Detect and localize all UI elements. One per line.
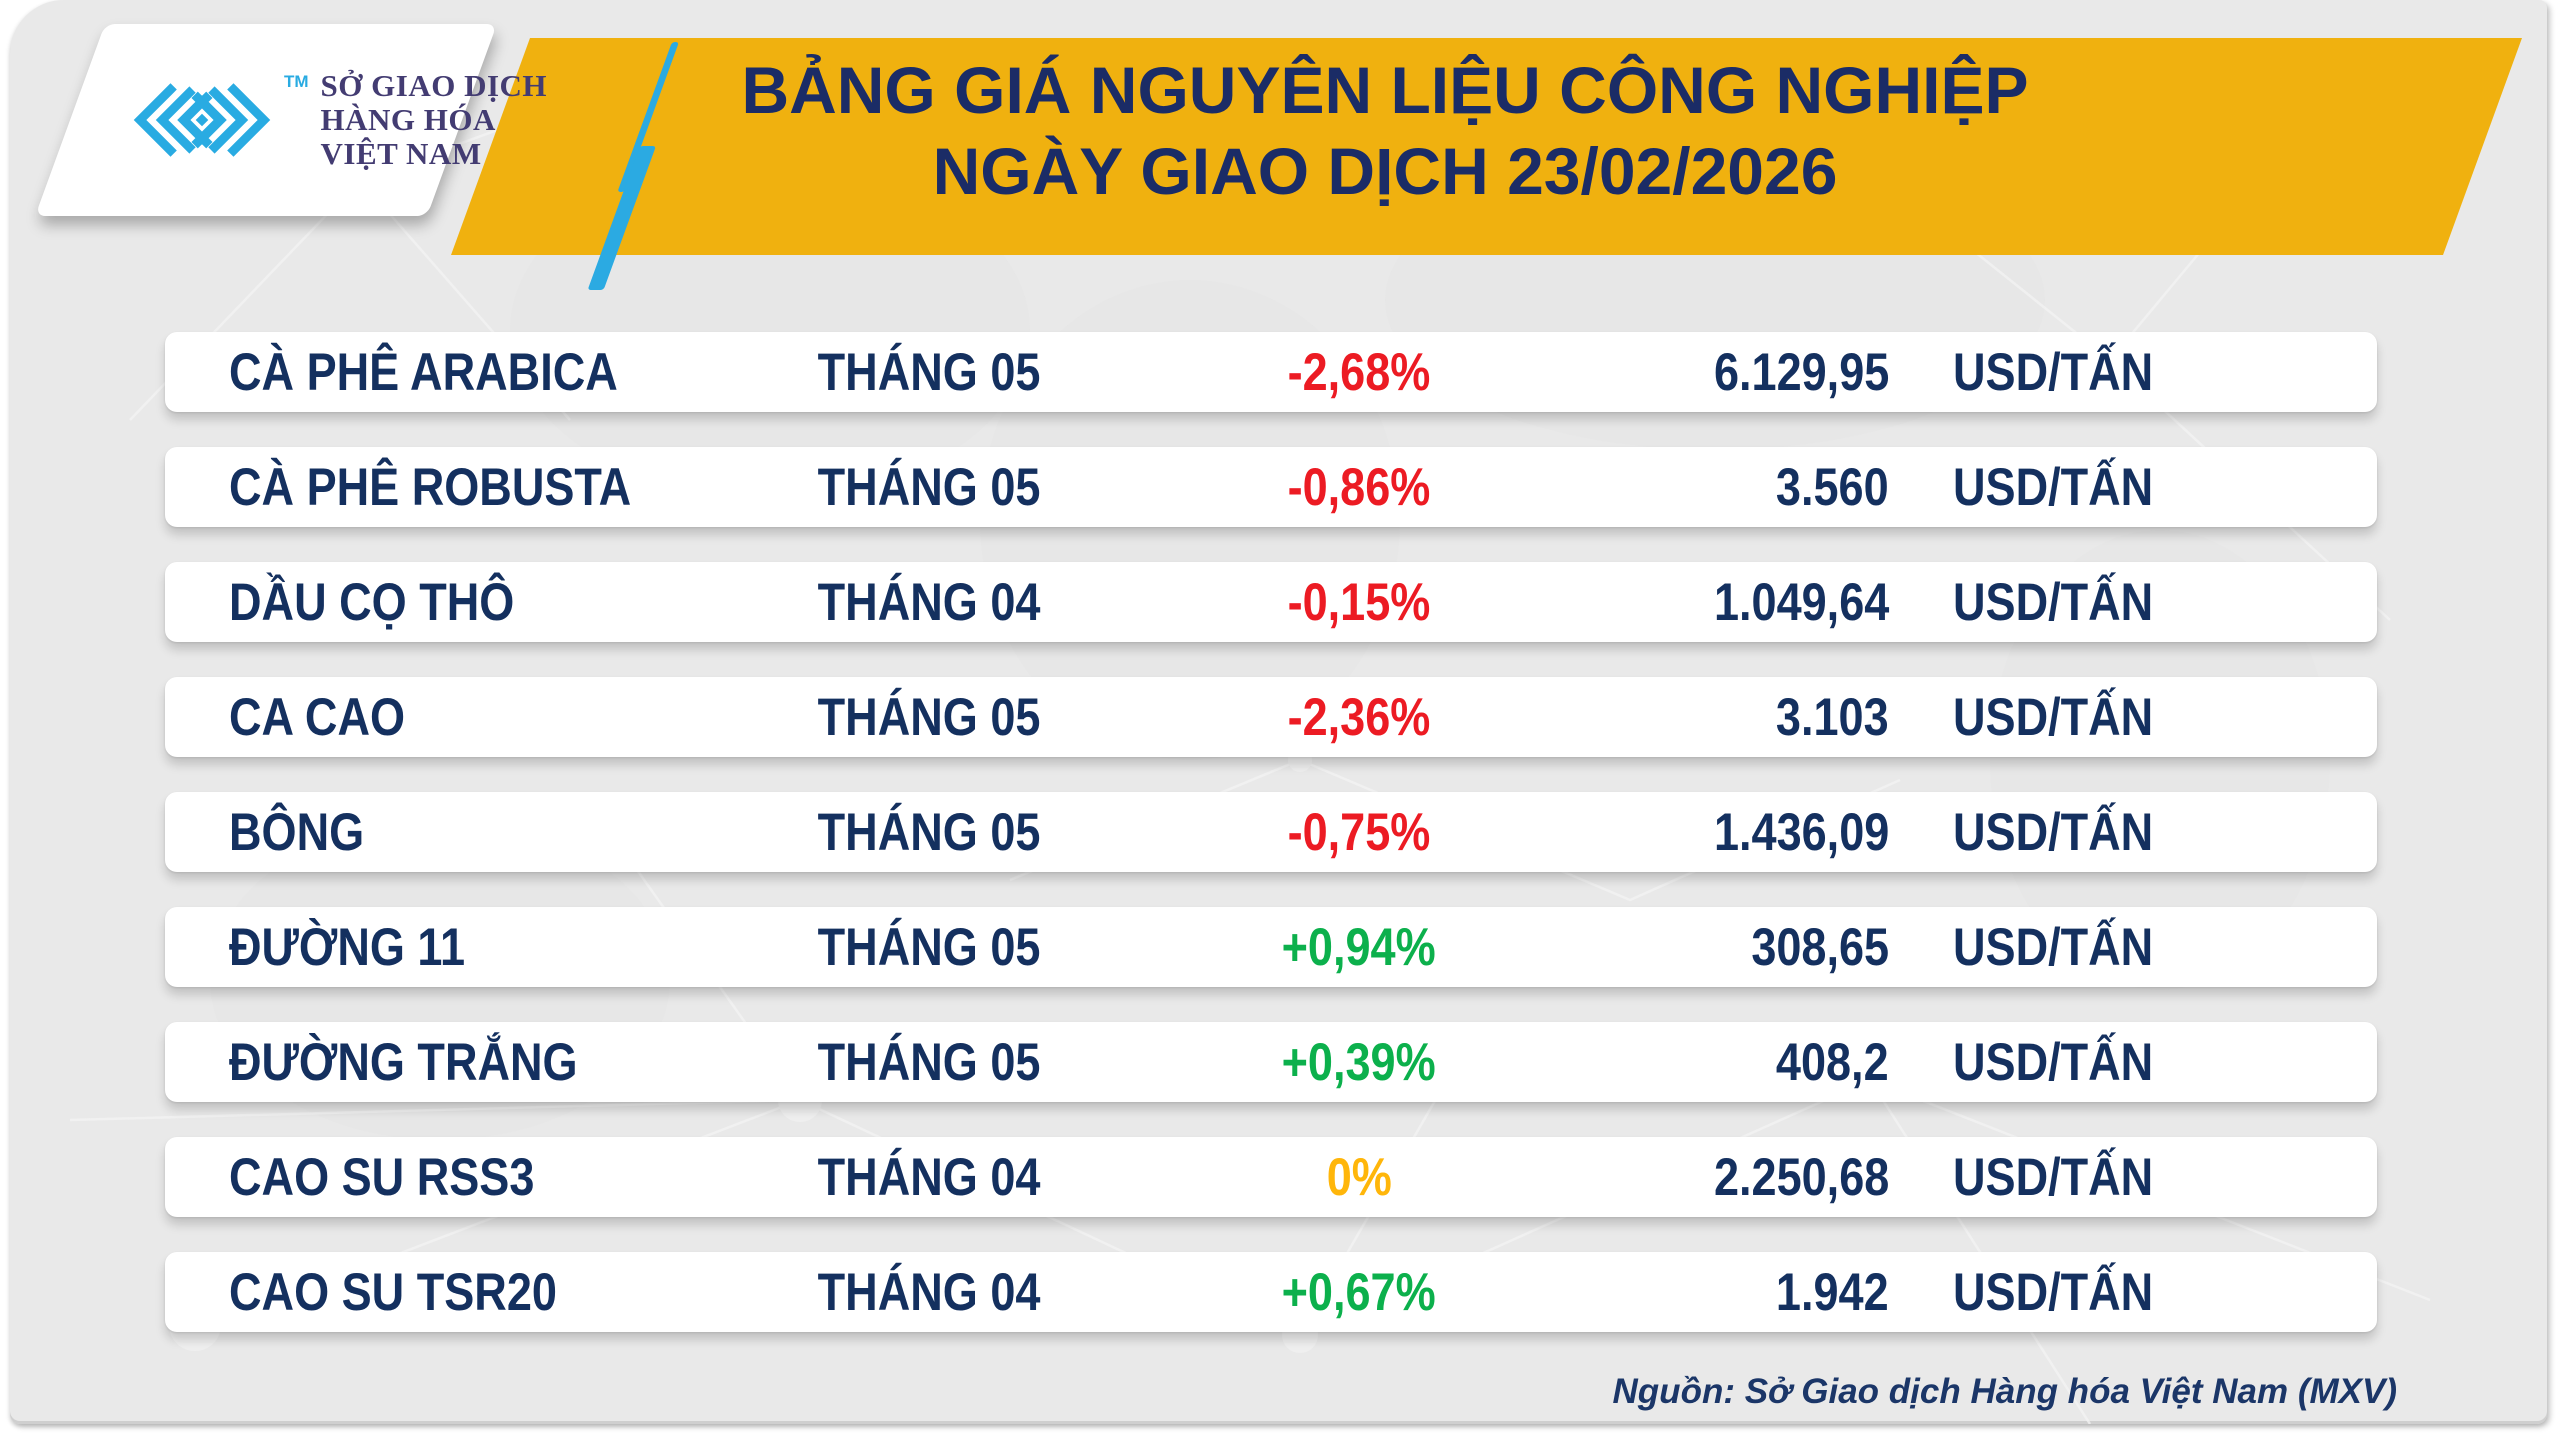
slide-canvas: BẢNG GIÁ NGUYÊN LIỆU CÔNG NGHIỆP NGÀY GI… [10, 0, 2547, 1424]
price-unit: USD/TẤN [1953, 687, 2154, 747]
price-unit: USD/TẤN [1953, 457, 2154, 517]
commodity-name: CÀ PHÊ ROBUSTA [229, 457, 632, 517]
change-percent: -2,36% [1287, 687, 1431, 747]
price-unit: USD/TẤN [1953, 917, 2154, 977]
contract-month: THÁNG 05 [817, 1032, 1041, 1092]
price-table: CÀ PHÊ ARABICA THÁNG 05 -2,68% 6.129,95 … [165, 332, 2377, 1367]
org-name-line1: SỞ GIAO DỊCH [320, 67, 548, 103]
contract-month: THÁNG 04 [817, 1262, 1041, 1322]
price-unit: USD/TẤN [1953, 1262, 2154, 1322]
change-percent: +0,39% [1281, 1032, 1437, 1092]
change-percent: -0,86% [1287, 457, 1431, 517]
commodity-name: ĐƯỜNG TRẮNG [229, 1032, 578, 1092]
price-unit: USD/TẤN [1953, 802, 2154, 862]
contract-month: THÁNG 05 [817, 802, 1041, 862]
table-row: CA CAO THÁNG 05 -2,36% 3.103 USD/TẤN [165, 677, 2377, 757]
price-unit: USD/TẤN [1953, 572, 2154, 632]
commodity-name: CÀ PHÊ ARABICA [229, 342, 618, 402]
change-percent: +0,67% [1281, 1262, 1437, 1322]
table-row: ĐƯỜNG TRẮNG THÁNG 05 +0,39% 408,2 USD/TẤ… [165, 1022, 2377, 1102]
table-row: CAO SU RSS3 THÁNG 04 0% 2.250,68 USD/TẤN [165, 1137, 2377, 1217]
commodity-name: DẦU CỌ THÔ [229, 572, 515, 632]
price-value: 308,65 [1751, 917, 1889, 977]
price-unit: USD/TẤN [1953, 1147, 2154, 1207]
source-attribution: Nguồn: Sở Giao dịch Hàng hóa Việt Nam (M… [1612, 1372, 2397, 1411]
contract-month: THÁNG 05 [817, 917, 1041, 977]
contract-month: THÁNG 04 [817, 1147, 1041, 1207]
page-title-line1: BẢNG GIÁ NGUYÊN LIỆU CÔNG NGHIỆP [741, 53, 2029, 127]
table-row: BÔNG THÁNG 05 -0,75% 1.436,09 USD/TẤN [165, 792, 2377, 872]
price-unit: USD/TẤN [1953, 342, 2154, 402]
price-value: 1.436,09 [1713, 802, 1889, 862]
change-percent: -0,75% [1287, 802, 1431, 862]
org-name: SỞ GIAO DỊCH HÀNG HÓA VIỆT NAM [320, 67, 548, 172]
price-value: 3.560 [1776, 457, 1889, 517]
contract-month: THÁNG 05 [817, 687, 1041, 747]
price-value: 3.103 [1776, 687, 1889, 747]
table-row: CÀ PHÊ ARABICA THÁNG 05 -2,68% 6.129,95 … [165, 332, 2377, 412]
price-unit: USD/TẤN [1953, 1032, 2154, 1092]
price-value: 408,2 [1776, 1032, 1889, 1092]
table-row: CÀ PHÊ ROBUSTA THÁNG 05 -0,86% 3.560 USD… [165, 447, 2377, 527]
trademark-symbol: TM [284, 72, 309, 91]
price-value: 2.250,68 [1713, 1147, 1889, 1207]
commodity-name: ĐƯỜNG 11 [229, 917, 466, 977]
commodity-name: CA CAO [229, 687, 406, 747]
table-row: DẦU CỌ THÔ THÁNG 04 -0,15% 1.049,64 USD/… [165, 562, 2377, 642]
price-value: 6.129,95 [1713, 342, 1889, 402]
org-name-line2: HÀNG HÓA [320, 101, 496, 137]
logo-content: TM SỞ GIAO DỊCH HÀNG HÓA VIỆT NAM [118, 38, 547, 202]
contract-month: THÁNG 05 [817, 342, 1041, 402]
change-percent: 0% [1326, 1147, 1392, 1207]
table-row: CAO SU TSR20 THÁNG 04 +0,67% 1.942 USD/T… [165, 1252, 2377, 1332]
change-percent: -0,15% [1287, 572, 1431, 632]
commodity-name: CAO SU RSS3 [229, 1147, 535, 1207]
price-value: 1.049,64 [1713, 572, 1889, 632]
table-row: ĐƯỜNG 11 THÁNG 05 +0,94% 308,65 USD/TẤN [165, 907, 2377, 987]
contract-month: THÁNG 04 [817, 572, 1041, 632]
price-value: 1.942 [1776, 1262, 1889, 1322]
org-name-line3: VIỆT NAM [320, 136, 482, 172]
change-percent: +0,94% [1281, 917, 1437, 977]
contract-month: THÁNG 05 [817, 457, 1041, 517]
commodity-name: BÔNG [229, 802, 365, 862]
mxv-logo-icon [133, 83, 271, 157]
page-title-line2: NGÀY GIAO DỊCH 23/02/2026 [932, 133, 1838, 208]
change-percent: -2,68% [1287, 342, 1431, 402]
commodity-name: CAO SU TSR20 [229, 1262, 557, 1322]
page-title: BẢNG GIÁ NGUYÊN LIỆU CÔNG NGHIỆP NGÀY GI… [650, 50, 2120, 211]
